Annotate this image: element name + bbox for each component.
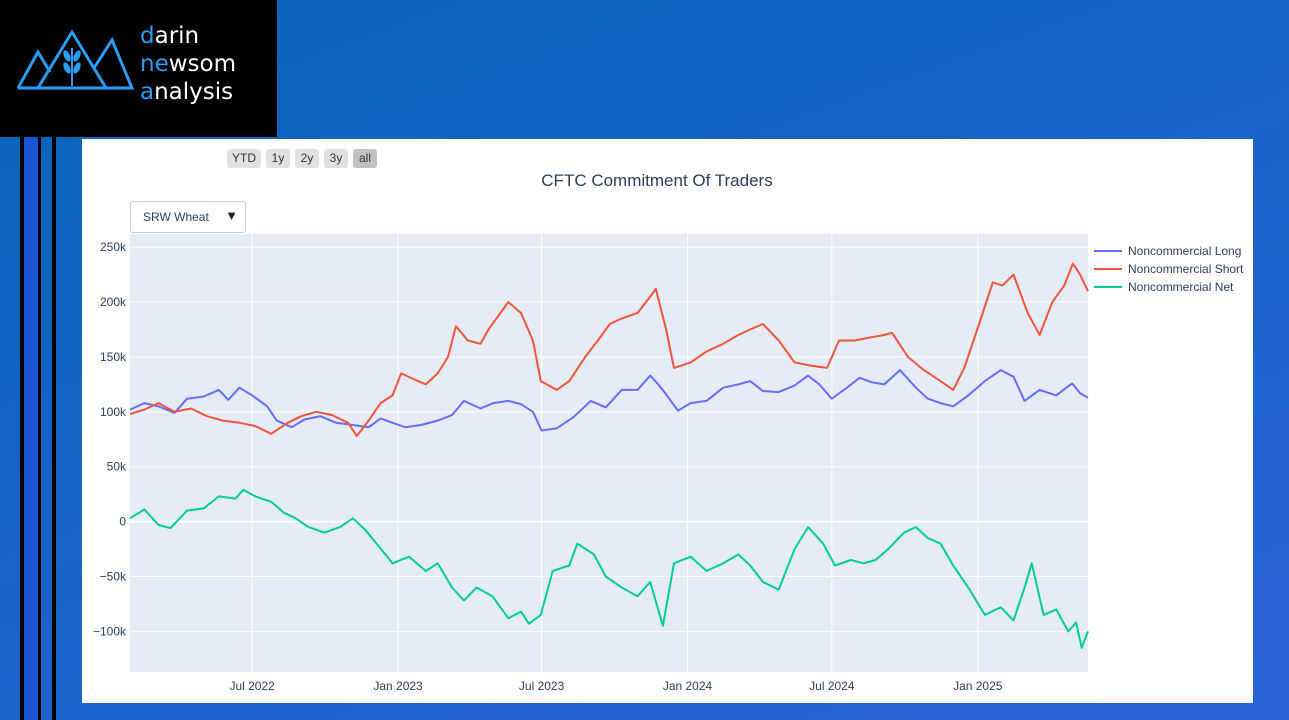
x-tick-label: Jan 2025 — [953, 679, 1003, 693]
y-tick-label: 250k — [100, 240, 127, 254]
chart-panel: YTD 1y 2y 3y all CFTC Commitment Of Trad… — [82, 139, 1253, 703]
chart-legend: Noncommercial Long Noncommercial Short N… — [1094, 242, 1243, 296]
x-tick-label: Jan 2024 — [663, 679, 713, 693]
range-button-2y[interactable]: 2y — [295, 149, 319, 168]
y-tick-label: 50k — [107, 460, 127, 474]
series-line-short — [129, 262, 1089, 437]
y-tick-label: 150k — [100, 350, 127, 364]
chart-title: CFTC Commitment Of Traders — [541, 171, 773, 190]
range-selector: YTD 1y 2y 3y all — [227, 149, 377, 168]
legend-label-net: Noncommercial Net — [1128, 280, 1234, 294]
y-tick-label: −100k — [93, 624, 127, 638]
plot-background — [130, 234, 1088, 672]
legend-swatch-long — [1094, 250, 1122, 252]
legend-swatch-short — [1094, 268, 1122, 270]
range-button-1y[interactable]: 1y — [266, 149, 290, 168]
y-tick-label: 200k — [100, 295, 127, 309]
y-tick-label: 0 — [119, 515, 126, 529]
y-tick-label: 100k — [100, 405, 127, 419]
legend-item-short[interactable]: Noncommercial Short — [1094, 260, 1243, 278]
x-tick-label: Jul 2024 — [809, 679, 855, 693]
y-tick-label: −50k — [100, 569, 127, 583]
logo-wordmark: darin newsom analysis — [140, 23, 237, 105]
logo-box: darin newsom analysis — [0, 0, 277, 137]
commodity-dropdown[interactable]: SRW Wheat ▼ — [130, 201, 246, 233]
legend-label-long: Noncommercial Long — [1128, 244, 1242, 258]
decorative-bar-black-3 — [52, 137, 56, 720]
legend-swatch-net — [1094, 286, 1122, 288]
dropdown-selected-value: SRW Wheat — [143, 210, 209, 224]
series-line-long — [129, 369, 1089, 432]
range-button-3y[interactable]: 3y — [324, 149, 348, 168]
decorative-bar-blue — [24, 137, 38, 720]
mountain-wheat-logo-icon — [16, 30, 134, 90]
x-tick-label: Jan 2023 — [373, 679, 423, 693]
decorative-bar-black-2 — [38, 137, 41, 720]
triangle-down-icon: ▼ — [225, 208, 238, 223]
legend-item-long[interactable]: Noncommercial Long — [1094, 242, 1243, 260]
chart-plot: 250k 200k 150k 100k 50k 0 −50k −100k Jul 2022 Jan… — [93, 234, 1089, 693]
x-tick-label: Jul 2023 — [519, 679, 565, 693]
legend-label-short: Noncommercial Short — [1128, 262, 1244, 276]
range-button-all[interactable]: all — [353, 149, 377, 168]
range-button-ytd[interactable]: YTD — [227, 149, 261, 168]
series-line-net — [129, 488, 1089, 649]
legend-item-net[interactable]: Noncommercial Net — [1094, 278, 1243, 296]
x-tick-label: Jul 2022 — [229, 679, 275, 693]
decorative-bar-black — [20, 137, 24, 720]
